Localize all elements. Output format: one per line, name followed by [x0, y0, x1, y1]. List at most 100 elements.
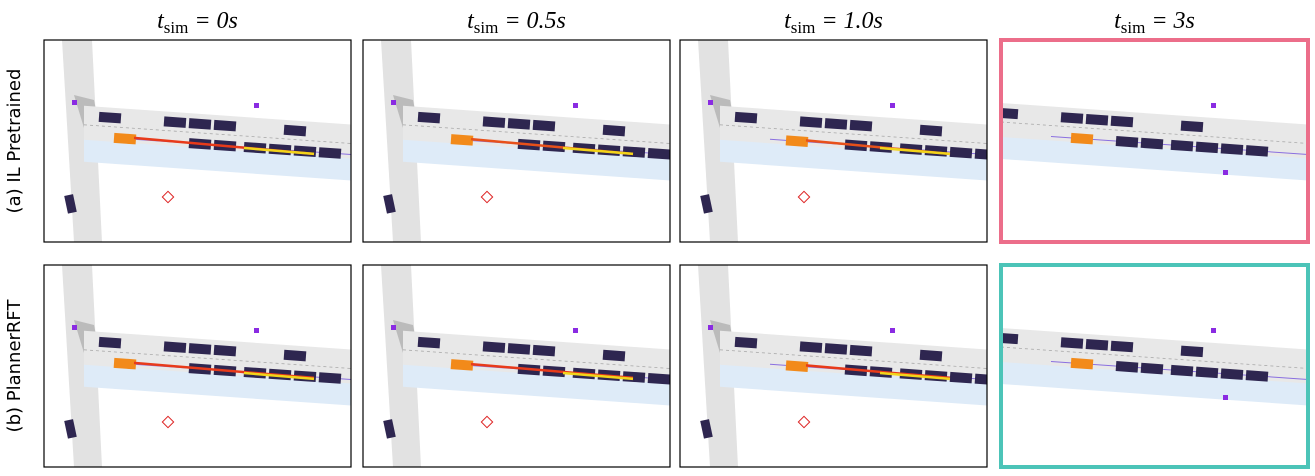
agent	[72, 100, 77, 105]
agent	[573, 328, 578, 333]
scene	[996, 328, 1308, 405]
vehicle	[451, 359, 474, 371]
vehicle	[164, 116, 187, 128]
agent	[254, 328, 259, 333]
agent	[573, 103, 578, 108]
vehicle	[1196, 367, 1219, 379]
scene	[698, 265, 997, 467]
vehicle	[1116, 136, 1139, 148]
vehicle	[603, 125, 626, 137]
vehicle	[950, 147, 973, 159]
scene	[381, 265, 670, 467]
marker	[162, 191, 173, 202]
agent	[72, 325, 77, 330]
agent	[890, 103, 895, 108]
vehicle	[603, 350, 626, 362]
vehicle	[1111, 116, 1134, 128]
scene-panel	[680, 265, 997, 467]
vehicle	[786, 360, 809, 372]
vehicle	[164, 341, 187, 353]
vehicle	[850, 120, 873, 132]
marker	[162, 416, 173, 427]
vehicle	[1141, 363, 1164, 375]
agent	[1211, 328, 1216, 333]
time: = 0s	[194, 8, 238, 34]
marker	[798, 191, 809, 202]
vehicle	[214, 120, 237, 132]
vehicle	[214, 345, 237, 357]
vehicle	[950, 372, 973, 384]
vehicle	[114, 358, 137, 370]
scene-panel	[680, 40, 997, 242]
vehicle	[189, 343, 212, 355]
column-header: tsim= 0s	[157, 8, 238, 37]
scene-panel	[363, 265, 670, 467]
vehicle	[975, 149, 998, 161]
vehicle	[1246, 370, 1269, 382]
agent	[890, 328, 895, 333]
agent	[708, 325, 713, 330]
agent	[391, 325, 396, 330]
vehicle	[786, 135, 809, 147]
time: = 3s	[1151, 8, 1195, 34]
vehicle	[99, 337, 122, 349]
vehicle	[1196, 142, 1219, 154]
vehicle	[1116, 361, 1139, 373]
scene-panel	[363, 40, 670, 242]
vehicle	[1171, 140, 1194, 152]
scene-panel	[996, 265, 1308, 467]
vehicle	[508, 118, 531, 130]
vehicle	[648, 373, 671, 385]
vehicle	[800, 116, 823, 128]
vehicle	[735, 112, 758, 124]
subscript: sim	[474, 18, 499, 37]
vehicle	[483, 341, 506, 353]
vehicle	[418, 112, 441, 124]
time: = 1.0s	[821, 8, 883, 34]
marker	[481, 191, 492, 202]
subscript: sim	[791, 18, 816, 37]
vehicle	[284, 125, 307, 137]
subscript: sim	[1121, 18, 1146, 37]
vehicle	[1141, 138, 1164, 150]
scene-panel	[44, 40, 351, 242]
vehicle	[735, 337, 758, 349]
vehicle	[1071, 358, 1094, 370]
scene-panel	[996, 40, 1308, 242]
figure: tsim= 0stsim= 0.5stsim= 1.0stsim= 3s(a) …	[0, 0, 1315, 476]
vehicle	[319, 147, 342, 159]
vehicle	[1061, 337, 1084, 349]
scene	[62, 40, 351, 242]
vehicle	[1086, 114, 1109, 126]
vehicle	[1181, 346, 1204, 358]
vehicle	[1061, 112, 1084, 124]
vehicle	[920, 350, 943, 362]
vehicle	[189, 118, 212, 130]
vehicle	[825, 118, 848, 130]
agent	[254, 103, 259, 108]
vehicle	[975, 374, 998, 386]
vehicle	[418, 337, 441, 349]
vehicle	[1171, 365, 1194, 377]
column-header: tsim= 0.5s	[467, 8, 566, 37]
vehicle	[114, 133, 137, 145]
vehicle	[623, 146, 646, 158]
vehicle	[451, 134, 474, 146]
vehicle	[1246, 145, 1269, 157]
vehicle	[319, 372, 342, 384]
scene	[698, 40, 997, 242]
vehicle	[648, 148, 671, 160]
scene	[996, 103, 1308, 180]
marker	[481, 416, 492, 427]
time: = 0.5s	[504, 8, 566, 34]
column-header: tsim= 3s	[1114, 8, 1195, 37]
row-label: (b) PlannerRFT	[4, 299, 25, 433]
vehicle	[1221, 143, 1244, 155]
vehicle	[920, 125, 943, 137]
agent	[1211, 103, 1216, 108]
scene	[62, 265, 351, 467]
subscript: sim	[164, 18, 189, 37]
vehicle	[483, 116, 506, 128]
row-label: (a) IL Pretrained	[4, 69, 25, 214]
column-header: tsim= 1.0s	[784, 8, 883, 37]
